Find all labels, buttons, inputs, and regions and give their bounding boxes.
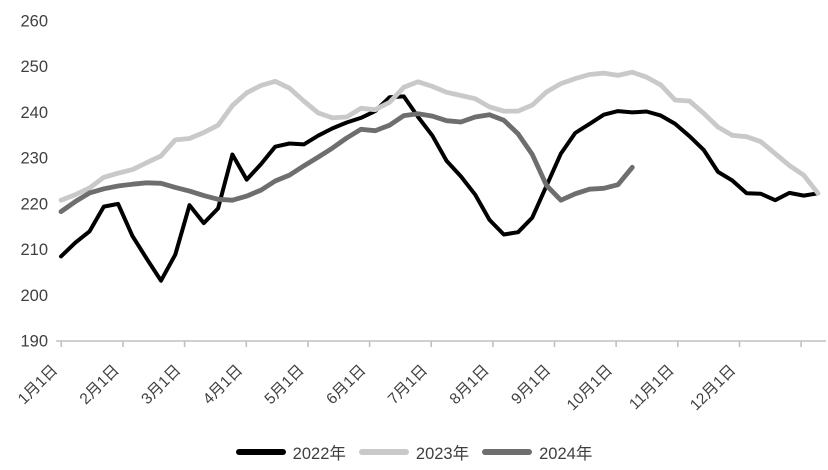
series-line-2023年 (58, 69, 821, 203)
x-axis-labels: 1月1日 2月1日 3月1日 4月1日 5月1日 6月1日 7月1日 8月1日 … (15, 362, 739, 414)
x-tick-label: 4月1日 (200, 362, 246, 408)
x-tick-label: 9月1日 (508, 362, 554, 408)
series-line-2022年 (59, 94, 820, 283)
x-tick-label: 12月1日 (687, 362, 739, 414)
series-lines (58, 69, 821, 283)
x-axis (56, 340, 826, 347)
x-tick-label: 1月1日 (15, 362, 61, 408)
x-tick-label: 5月1日 (262, 362, 308, 408)
y-tick-label: 250 (20, 58, 48, 76)
legend-item-2023: 2023年 (358, 440, 470, 464)
legend-label: 2024年 (539, 445, 593, 463)
legend-label: 2023年 (415, 445, 470, 463)
x-tick-label: 2月1日 (77, 362, 123, 408)
legend-item-2022: 2022年 (235, 440, 346, 464)
series-line-2024年 (58, 111, 635, 215)
y-tick-label: 190 (20, 333, 48, 351)
legend-item-2024: 2024年 (482, 440, 592, 464)
x-tick-label: 11月1日 (626, 362, 677, 413)
x-tick-label: 7月1日 (385, 362, 431, 408)
legend-swatch-2022 (235, 449, 286, 455)
y-tick-label: 200 (20, 287, 48, 305)
y-tick-label: 240 (20, 104, 48, 122)
y-tick-label: 210 (20, 241, 48, 259)
chart-legend: 2022年 2023年 2024年 (0, 440, 828, 464)
y-tick-label: 260 (20, 13, 48, 31)
x-axis-ticks (60, 341, 802, 347)
y-axis-labels: 260 250 240 230 220 210 200 190 (20, 13, 48, 351)
x-tick-label: 8月1日 (447, 362, 493, 408)
x-tick-label: 6月1日 (323, 362, 369, 408)
legend-label: 2022年 (292, 445, 346, 463)
y-tick-label: 230 (20, 150, 48, 168)
legend-swatch-2023 (358, 449, 409, 455)
y-tick-label: 220 (20, 195, 48, 213)
x-tick-label: 10月1日 (564, 362, 616, 414)
x-tick-label: 3月1日 (138, 362, 184, 408)
legend-swatch-2024 (482, 449, 533, 455)
